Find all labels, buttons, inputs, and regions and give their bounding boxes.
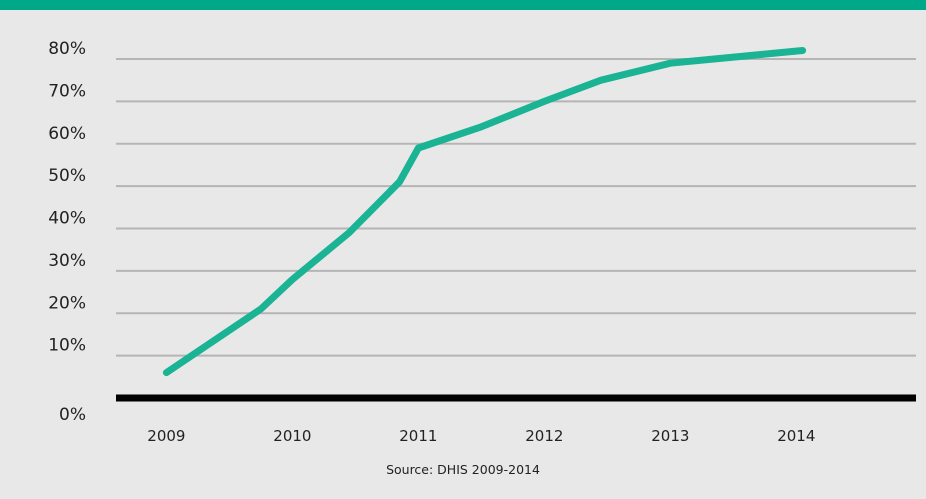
header-accent-bar bbox=[0, 0, 926, 10]
y-tick-label: 60% bbox=[48, 124, 86, 144]
x-axis-ticks: 2009 2010 2011 2012 2013 2014 bbox=[147, 427, 815, 445]
series bbox=[162, 47, 807, 377]
x-tick-label: 2012 bbox=[525, 427, 563, 445]
x-tick-label: 2009 bbox=[147, 427, 185, 445]
gridlines bbox=[116, 58, 916, 357]
y-tick-label: 70% bbox=[48, 81, 86, 101]
y-tick-label: 10% bbox=[48, 336, 86, 356]
source-note: Source: DHIS 2009-2014 bbox=[386, 462, 540, 477]
y-tick-label: 20% bbox=[48, 293, 86, 313]
x-tick-label: 2014 bbox=[777, 427, 815, 445]
y-tick-label: 0% bbox=[59, 405, 86, 425]
y-tick-label: 30% bbox=[48, 251, 86, 271]
series-line bbox=[162, 47, 807, 377]
y-axis-ticks: 0% 10% 20% 30% 40% 50% 60% 70% 80% bbox=[48, 39, 86, 425]
y-tick-label: 80% bbox=[48, 39, 86, 59]
x-tick-label: 2013 bbox=[651, 427, 689, 445]
y-tick-label: 40% bbox=[48, 209, 86, 229]
x-tick-label: 2010 bbox=[273, 427, 311, 445]
x-tick-label: 2011 bbox=[399, 427, 437, 445]
y-tick-label: 50% bbox=[48, 166, 86, 186]
